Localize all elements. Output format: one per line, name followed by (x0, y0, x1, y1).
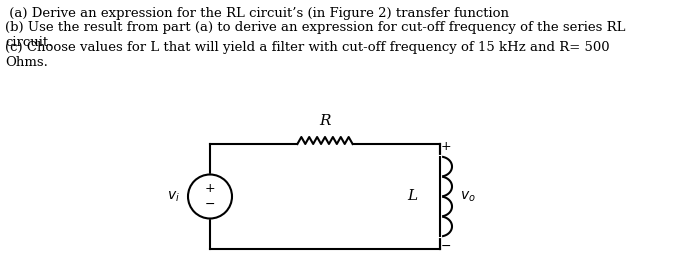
Text: (c) Choose values for L that will yield a filter with cut-off frequency of 15 kH: (c) Choose values for L that will yield … (5, 41, 610, 69)
Text: −: − (205, 198, 216, 211)
Text: (a) Derive an expression for the RL circuit’s (in Figure 2) transfer function: (a) Derive an expression for the RL circ… (5, 7, 509, 20)
Circle shape (188, 174, 232, 218)
Text: $v_o$: $v_o$ (460, 189, 476, 204)
Text: (b) Use the result from part (a) to derive an expression for cut-off frequency o: (b) Use the result from part (a) to deri… (5, 21, 626, 49)
Text: −: − (441, 240, 452, 253)
Text: +: + (205, 182, 216, 195)
Text: R: R (319, 114, 330, 128)
Text: +: + (441, 140, 452, 153)
Text: $v_i$: $v_i$ (167, 189, 180, 204)
Text: L: L (407, 189, 417, 203)
